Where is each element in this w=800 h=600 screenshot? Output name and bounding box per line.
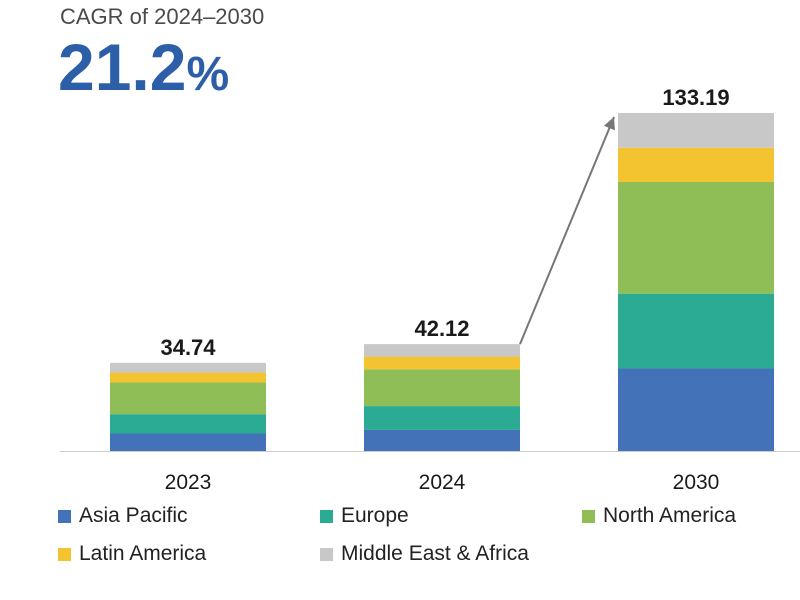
total-label-2023: 34.74 <box>160 335 216 360</box>
cagr-label: CAGR of 2024–2030 <box>60 4 265 29</box>
bar-segment-middle-east-africa-2030 <box>618 113 774 148</box>
legend-swatch-europe <box>320 509 333 523</box>
legend-item-middle-east-africa: Middle East & Africa <box>320 542 529 566</box>
x-tick-label-2023: 2023 <box>165 471 212 494</box>
legend-label-asia-pacific: Asia Pacific <box>79 504 188 527</box>
cagr-value: 21.2% <box>58 34 229 100</box>
cagr-number: 21.2 <box>58 30 187 104</box>
x-tick-label-2024: 2024 <box>419 471 466 494</box>
growth-arrow-line <box>519 116 615 345</box>
bar-segment-latin-america-2024 <box>364 356 520 370</box>
legend-item-latin-america: Latin America <box>58 542 206 566</box>
bar-segment-asia-pacific-2024 <box>364 429 520 451</box>
legend-swatch-asia-pacific <box>58 509 71 523</box>
legend-label-europe: Europe <box>341 504 409 527</box>
bar-segment-north-america-2030 <box>618 182 774 294</box>
legend-swatch-latin-america <box>58 547 71 561</box>
x-tick-label-2030: 2030 <box>673 471 720 494</box>
total-label-2024: 42.12 <box>414 316 469 341</box>
legend: Asia Pacific Europe North America Latin … <box>58 500 778 580</box>
growth-arrow-head <box>603 117 615 131</box>
bar-segment-middle-east-africa-2023 <box>110 362 266 373</box>
bar-segment-north-america-2024 <box>364 369 520 407</box>
legend-label-latin-america: Latin America <box>79 542 207 565</box>
legend-item-north-america: North America <box>582 504 736 528</box>
bar-segment-latin-america-2023 <box>110 372 266 383</box>
bar-segment-north-america-2023 <box>110 382 266 415</box>
cagr-unit: % <box>186 48 230 101</box>
bar-segment-europe-2024 <box>364 406 520 430</box>
bar-segment-asia-pacific-2023 <box>110 433 266 451</box>
bar-segment-asia-pacific-2030 <box>618 368 774 451</box>
bar-segment-europe-2030 <box>618 293 774 369</box>
bar-segment-latin-america-2030 <box>618 147 774 182</box>
total-label-2030: 133.19 <box>662 85 729 110</box>
legend-item-asia-pacific: Asia Pacific <box>58 504 188 528</box>
bar-segment-middle-east-africa-2024 <box>364 344 520 357</box>
bar-segment-europe-2023 <box>110 414 266 434</box>
legend-label-middle-east-africa: Middle East & Africa <box>341 542 529 565</box>
legend-swatch-north-america <box>582 509 595 523</box>
legend-item-europe: Europe <box>320 504 409 528</box>
legend-swatch-middle-east-africa <box>320 547 333 561</box>
legend-label-north-america: North America <box>603 504 737 527</box>
